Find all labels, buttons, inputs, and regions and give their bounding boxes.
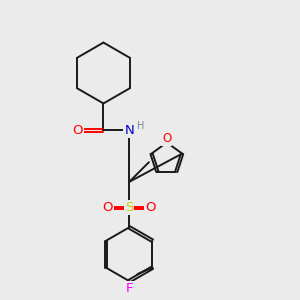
Text: O: O: [72, 124, 83, 137]
Text: H: H: [137, 121, 145, 130]
Text: N: N: [124, 124, 134, 137]
Text: O: O: [146, 201, 156, 214]
Text: F: F: [125, 282, 133, 296]
Text: O: O: [162, 132, 172, 146]
Text: O: O: [103, 201, 113, 214]
Text: S: S: [125, 201, 134, 214]
